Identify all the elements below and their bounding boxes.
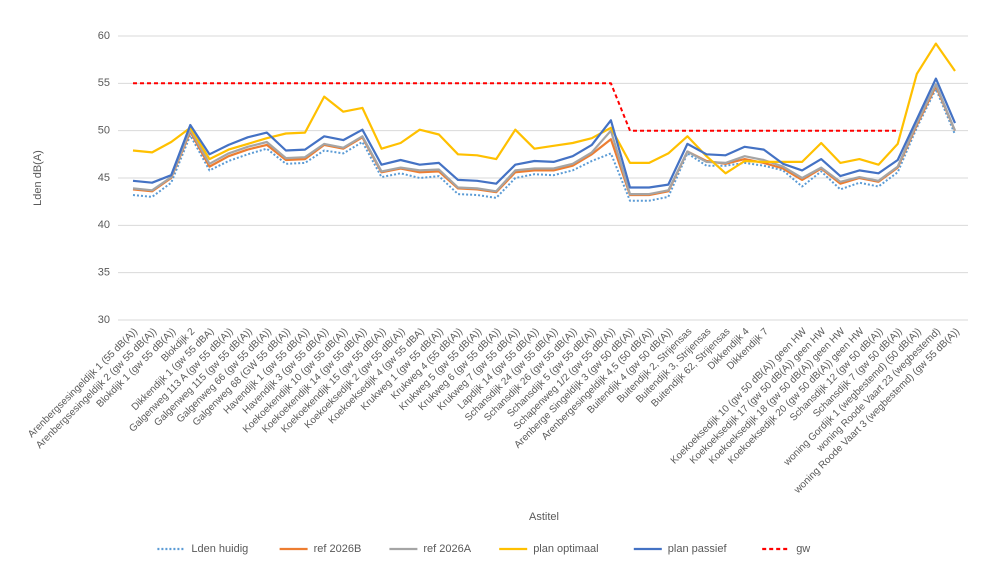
series-line bbox=[133, 82, 898, 132]
legend-label: gw bbox=[796, 543, 810, 555]
x-axis-title: Astitel bbox=[529, 511, 559, 523]
y-tick-label: 55 bbox=[98, 77, 110, 89]
y-tick-label: 35 bbox=[98, 267, 110, 279]
legend-label: Lden huidig bbox=[191, 543, 248, 555]
series-line bbox=[132, 42, 956, 175]
y-tick-label: 60 bbox=[98, 30, 110, 42]
y-tick-label: 30 bbox=[98, 314, 110, 326]
y-tick-label: 40 bbox=[98, 219, 110, 231]
legend-label: plan optimaal bbox=[533, 543, 598, 555]
y-tick-label: 45 bbox=[98, 172, 110, 184]
series-line bbox=[132, 83, 957, 196]
legend-label: ref 2026A bbox=[423, 543, 471, 555]
series-line bbox=[132, 77, 957, 189]
y-tick-label: 50 bbox=[98, 125, 110, 137]
y-axis-title: Lden dB(A) bbox=[32, 150, 44, 206]
legend-label: plan passief bbox=[668, 543, 728, 555]
series-line bbox=[132, 88, 956, 202]
x-tick-label: Arenbergsesingeldijk 2 (gw 55 dB(A)) bbox=[34, 326, 159, 451]
legend-label: ref 2026B bbox=[314, 543, 362, 555]
